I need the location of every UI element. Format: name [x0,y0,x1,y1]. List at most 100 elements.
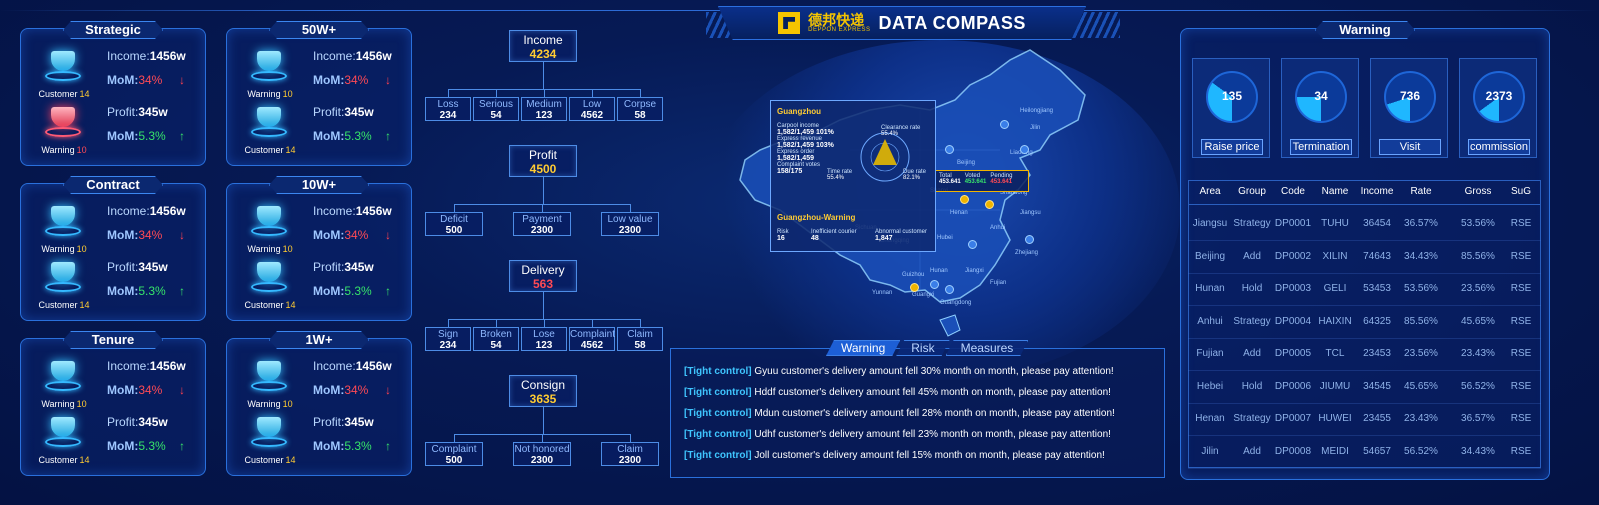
alert-message[interactable]: [Tight control] Gyuu customer's delivery… [684,366,1114,377]
tree-leaf[interactable]: Not honored 2300 [513,442,571,466]
tree-leaf[interactable]: Loss 234 [425,97,471,121]
map-marker-icon[interactable] [910,283,919,292]
metric-card[interactable]: Strategic Customer 14 Income:1456w MoM:34% ↓ W… [20,21,206,166]
gauge-action-button[interactable]: Raise price [1201,139,1263,155]
metric-card[interactable]: 50W+ Warning 10 Income:1456w MoM:34% ↓ Custome… [226,21,412,166]
alert-message[interactable]: [Tight control] Udhf customer's delivery… [684,429,1111,440]
metric-card[interactable]: Tenure Warning 10 Income:1456w MoM:34% ↓ Custo… [20,331,206,476]
tree-connector [542,204,543,212]
table-header-name[interactable]: Name [1321,186,1349,197]
table-row-divider [1188,435,1541,436]
tree-leaf[interactable]: Corpse 58 [617,97,663,121]
map-city-label[interactable]: Hunan [930,268,948,274]
carpool-value: 1,582/1,459 [777,129,814,136]
tree-leaf[interactable]: Serious 54 [473,97,519,121]
tree-connector [543,177,544,204]
tree-leaf[interactable]: Complaint 500 [425,442,483,466]
metric-card[interactable]: Contract Warning 10 Income:1456w MoM:34% ↓ Cus… [20,176,206,321]
badge-count: 14 [285,455,296,465]
map-city-label[interactable]: Heilongjiang [1020,108,1054,114]
tab-risk[interactable]: Risk [896,340,949,356]
tree-node-income[interactable]: Income 4234 [509,30,577,62]
tree-leaf[interactable]: Broken 54 [473,327,519,351]
table-cell: 64325 [1363,315,1391,327]
gauge-action-button[interactable]: Visit [1379,139,1441,155]
map-city-label[interactable]: Beijing [957,160,976,166]
tree-leaf[interactable]: Sign 234 [425,327,471,351]
tab-warning[interactable]: Warning [826,340,900,356]
map-city-label[interactable]: Yunnan [872,290,893,296]
tree-leaf[interactable]: Claim 2300 [601,442,659,466]
tree-leaf[interactable]: Low value 2300 [601,212,659,236]
map-marker-icon[interactable] [968,240,977,249]
tree-leaf[interactable]: Lose 123 [521,327,567,351]
tree-leaf[interactable]: Payment 2300 [513,212,571,236]
map-marker-icon[interactable] [945,285,954,294]
table-header-sug[interactable]: SuG [1510,186,1531,197]
card-title: 50W+ [269,21,369,39]
metric-card[interactable]: 1W+ Warning 10 Income:1456w MoM:34% ↓ Customer… [226,331,412,476]
tree-leaf[interactable]: Medium 123 [521,97,567,121]
metric-number: 345 [344,415,365,429]
map-city-label[interactable]: Zhejiang [1015,250,1039,256]
tree-leaf[interactable]: Deficit 500 [425,212,483,236]
mom-value: MoM:5.3% [313,284,372,298]
alert-message[interactable]: [Tight control] Mdun customer's delivery… [684,408,1115,419]
map-marker-icon[interactable] [1025,235,1034,244]
map-marker-icon[interactable] [985,200,994,209]
map-city-label[interactable]: Fujian [990,280,1007,286]
map-city-label[interactable]: Guangdong [940,300,972,306]
table-cell: DP0003 [1274,283,1312,294]
map-city-label[interactable]: Guizhou [902,272,925,278]
table-cell: XILIN [1322,250,1348,262]
table-cell: RSE [1510,283,1532,294]
mom-label: MoM: [313,228,345,242]
map-city-label[interactable]: Anhui [990,225,1006,231]
city-popup[interactable]: Guangzhou Carpool income 1,582/1,459 101… [770,100,936,252]
map-city-label[interactable]: Shandong [1000,190,1028,196]
tree-leaf[interactable]: Complaint 4562 [569,327,615,351]
table-header-code[interactable]: Code [1281,186,1305,197]
map-city-label[interactable]: Hubei [937,235,953,241]
map-marker-icon[interactable] [1020,145,1029,154]
map-marker-icon[interactable] [1000,120,1009,129]
alert-message[interactable]: [Tight control] Hddf customer's delivery… [684,387,1111,398]
express-order-value: 1,582/1,459 [777,155,814,162]
alert-message[interactable]: [Tight control] Joll customer's delivery… [684,450,1105,461]
tree-node-delivery[interactable]: Delivery 563 [509,260,577,292]
card-metric-row: Warning 10 Income:1456w MoM:34% ↓ [227,45,411,105]
metric-unit: w [364,260,374,274]
map-city-label[interactable]: Jiangsu [1020,210,1041,216]
table-header-area[interactable]: Area [1199,186,1221,197]
tab-measures[interactable]: Measures [946,340,1029,356]
tree-leaf[interactable]: Low 4562 [569,97,615,121]
table-cell: RSE [1510,315,1532,327]
map-city-label[interactable]: Jilin [1030,125,1041,131]
map-marker-icon[interactable] [930,280,939,289]
express-order-label: Express order [777,149,815,155]
table-header-income[interactable]: Income [1360,186,1394,197]
table-cell: 53.56% [1404,283,1438,294]
map-city-label[interactable]: Henan [950,210,968,216]
map-city-label[interactable]: Guangxi [912,292,935,298]
tree-node-consign[interactable]: Consign 3635 [509,375,577,407]
tree-connector [544,89,545,97]
table-header-rate[interactable]: Rate [1410,186,1432,197]
gauge-action-button[interactable]: commission [1468,139,1530,155]
tree-node-profit[interactable]: Profit 4500 [509,145,577,177]
badge-label-text: Warning [247,89,281,99]
map-marker-icon[interactable] [945,145,954,154]
complaint-votes-label: Complaint votes [777,162,821,168]
map-city-label[interactable]: Jiangxi [965,268,984,274]
table-header-gross[interactable]: Gross [1464,186,1492,197]
tree-leaf[interactable]: Claim 58 [617,327,663,351]
metric-unit: w [382,359,392,373]
table-cell: DP0004 [1274,315,1312,327]
map-marker-icon[interactable] [960,195,969,204]
metric-unit: w [382,49,392,63]
table-header-group[interactable]: Group [1238,186,1266,197]
table-cell: Strategy [1233,315,1271,327]
gauge-action-button[interactable]: Termination [1290,139,1352,155]
metric-card[interactable]: 10W+ Warning 10 Income:1456w MoM:34% ↓ Custome… [226,176,412,321]
table-cell: RSE [1510,348,1532,359]
